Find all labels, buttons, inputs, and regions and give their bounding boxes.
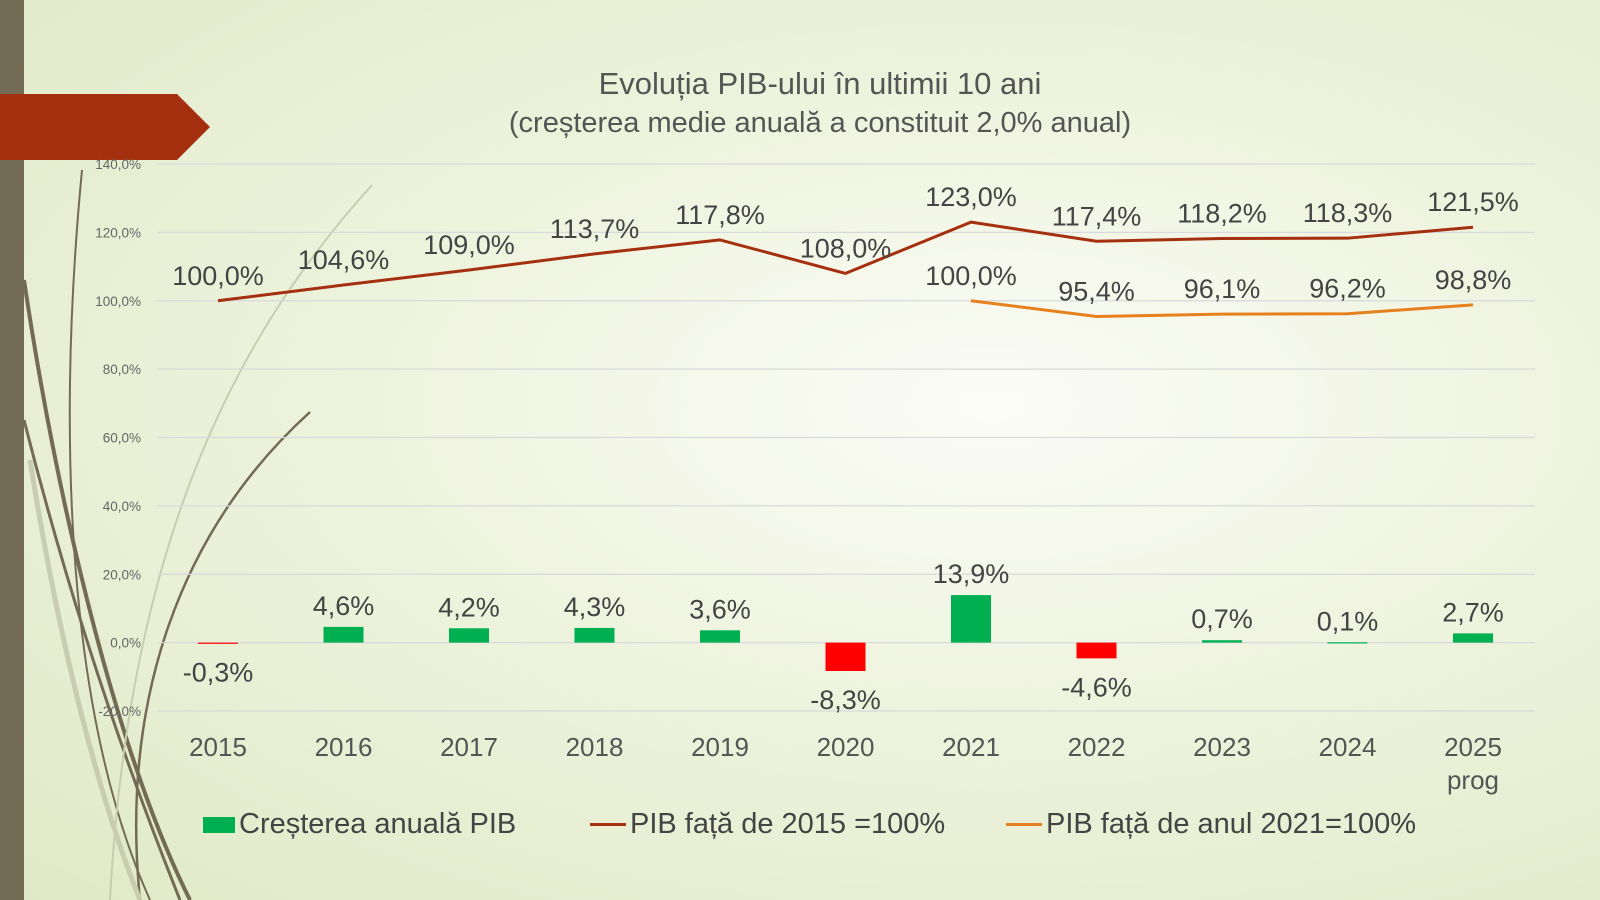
bar — [198, 642, 238, 644]
title-banner — [0, 94, 210, 160]
line-data-label: 96,2% — [1309, 274, 1386, 304]
x-tick-label: 2018 — [566, 732, 624, 762]
decorative-grass — [22, 169, 373, 900]
line-data-label: 95,4% — [1058, 276, 1135, 306]
bar — [449, 628, 489, 643]
bar — [1453, 633, 1493, 643]
chart-subtitle: (creșterea medie anuală a constituit 2,0… — [508, 107, 1132, 139]
bar-data-label: 4,6% — [313, 591, 375, 621]
x-tick-label: 2020 — [817, 732, 875, 762]
legend-item-line-2021: PIB față de anul 2021=100% — [1006, 808, 1416, 841]
bar-data-label: -0,3% — [183, 658, 254, 688]
x-tick-label: 2019 — [691, 732, 749, 762]
line-data-label: 118,3% — [1303, 198, 1393, 228]
bar — [323, 626, 364, 643]
x-tick-label: 2016 — [315, 732, 373, 762]
legend-label: PIB față de 2015 =100% — [630, 808, 946, 840]
line-data-label: 100,0% — [925, 261, 1017, 291]
bar — [700, 630, 740, 643]
bar — [825, 642, 866, 672]
bar — [1202, 640, 1242, 643]
y-tick-label: 120,0% — [95, 225, 141, 240]
line-data-label: 113,7% — [550, 214, 640, 244]
line-data-label: 104,6% — [298, 245, 390, 275]
legend-swatch — [203, 816, 235, 833]
x-tick-label: prog — [1447, 765, 1499, 795]
bar-data-label: 2,7% — [1442, 597, 1504, 627]
y-tick-label: 60,0% — [103, 431, 141, 446]
x-tick-label: 2023 — [1193, 732, 1251, 762]
bar-data-label: 13,9% — [933, 559, 1010, 589]
bar — [1076, 642, 1117, 659]
x-tick-label: 2021 — [942, 732, 1000, 762]
line-data-label: 123,0% — [925, 182, 1017, 212]
y-tick-label: 0,0% — [110, 636, 141, 651]
chart-title: Evoluția PIB-ului în ultimii 10 ani — [598, 66, 1042, 101]
legend-label: Creșterea anuală PIB — [239, 808, 517, 840]
line-data-label: 108,0% — [800, 233, 892, 263]
y-tick-label: 100,0% — [95, 294, 141, 309]
bar — [951, 595, 991, 643]
legend-swatch — [590, 823, 626, 826]
x-tick-label: 2017 — [440, 732, 498, 762]
line-data-label: 118,2% — [1177, 199, 1267, 229]
bar-data-label: -4,6% — [1061, 672, 1132, 702]
x-tick-label: 2024 — [1319, 732, 1377, 762]
legend-swatch — [1006, 823, 1042, 826]
bar — [1327, 642, 1368, 644]
y-tick-label: 80,0% — [103, 362, 141, 377]
line-data-label: 117,4% — [1052, 201, 1142, 231]
x-tick-label: 2015 — [189, 732, 247, 762]
bar-data-label: 3,6% — [689, 594, 751, 624]
bar — [574, 627, 615, 643]
legend-label: PIB față de anul 2021=100% — [1046, 808, 1417, 840]
bar-data-label: 4,3% — [564, 592, 626, 622]
x-tick-label: 2025 — [1444, 732, 1502, 762]
bar-data-label: 0,1% — [1317, 606, 1379, 636]
y-tick-label: 140,0% — [95, 157, 141, 172]
bar-data-label: 0,7% — [1191, 604, 1253, 634]
y-tick-label: 40,0% — [103, 499, 141, 514]
legend-item-bar: Creșterea anuală PIB — [203, 808, 516, 841]
line-data-label: 98,8% — [1435, 265, 1512, 295]
bar-data-label: 4,2% — [438, 592, 500, 622]
line-data-label: 117,8% — [675, 200, 765, 230]
line-data-label: 121,5% — [1427, 187, 1519, 217]
line-data-label: 109,0% — [423, 230, 515, 260]
bar-data-label: -8,3% — [810, 685, 881, 715]
line-data-label: 100,0% — [172, 261, 264, 291]
y-tick-label: 20,0% — [103, 567, 141, 582]
x-tick-label: 2022 — [1068, 732, 1126, 762]
series-line — [970, 299, 1474, 318]
series-line — [217, 220, 1474, 303]
y-tick-label: -20,0% — [98, 704, 141, 719]
line-data-label: 96,1% — [1184, 274, 1261, 304]
legend-item-line-2015: PIB față de 2015 =100% — [590, 808, 945, 841]
